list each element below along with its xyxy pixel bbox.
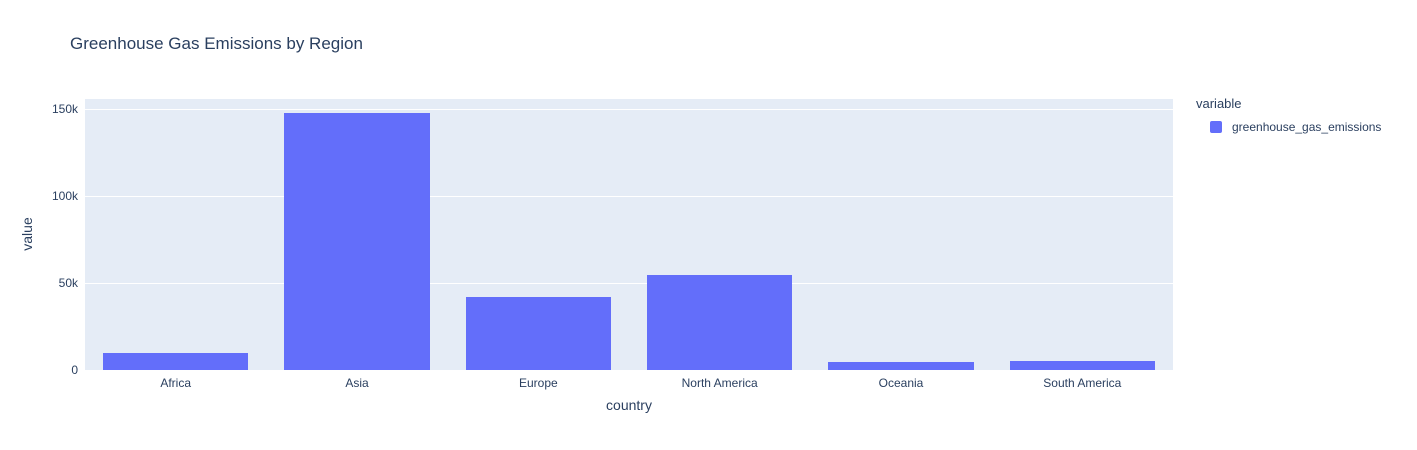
x-tick-label: Asia	[345, 376, 369, 390]
plot-area[interactable]	[85, 99, 1173, 370]
legend-title: variable	[1196, 96, 1242, 111]
bar-north-america[interactable]	[647, 275, 793, 370]
legend-entry-greenhouse-gas-emissions[interactable]: greenhouse_gas_emissions	[1210, 120, 1381, 134]
gridline	[85, 108, 1173, 110]
y-tick-label: 100k	[51, 189, 78, 204]
bar-south-america[interactable]	[1009, 360, 1155, 370]
y-tick-label: 50k	[58, 276, 78, 291]
chart-title: Greenhouse Gas Emissions by Region	[70, 34, 363, 53]
bar-asia[interactable]	[284, 112, 430, 370]
legend: variable greenhouse_gas_emissions	[1196, 96, 1381, 134]
y-axis-title: value	[19, 217, 35, 251]
gridline	[85, 195, 1173, 197]
x-tick-label: South America	[1043, 376, 1122, 390]
x-axis-title: country	[606, 397, 652, 413]
x-tick-label: North America	[681, 376, 758, 390]
x-tick-label: Africa	[160, 376, 191, 390]
y-tick-label: 150k	[51, 102, 78, 117]
bar-oceania[interactable]	[828, 361, 974, 370]
y-tick-label: 0	[71, 363, 78, 377]
x-tick-label: Oceania	[878, 376, 924, 390]
gridline	[85, 282, 1173, 284]
bar-africa[interactable]	[103, 352, 249, 370]
x-tick-label: Europe	[518, 376, 558, 390]
bar-europe[interactable]	[465, 297, 611, 370]
legend-swatch-icon	[1210, 121, 1222, 133]
legend-entry-label: greenhouse_gas_emissions	[1232, 120, 1382, 134]
